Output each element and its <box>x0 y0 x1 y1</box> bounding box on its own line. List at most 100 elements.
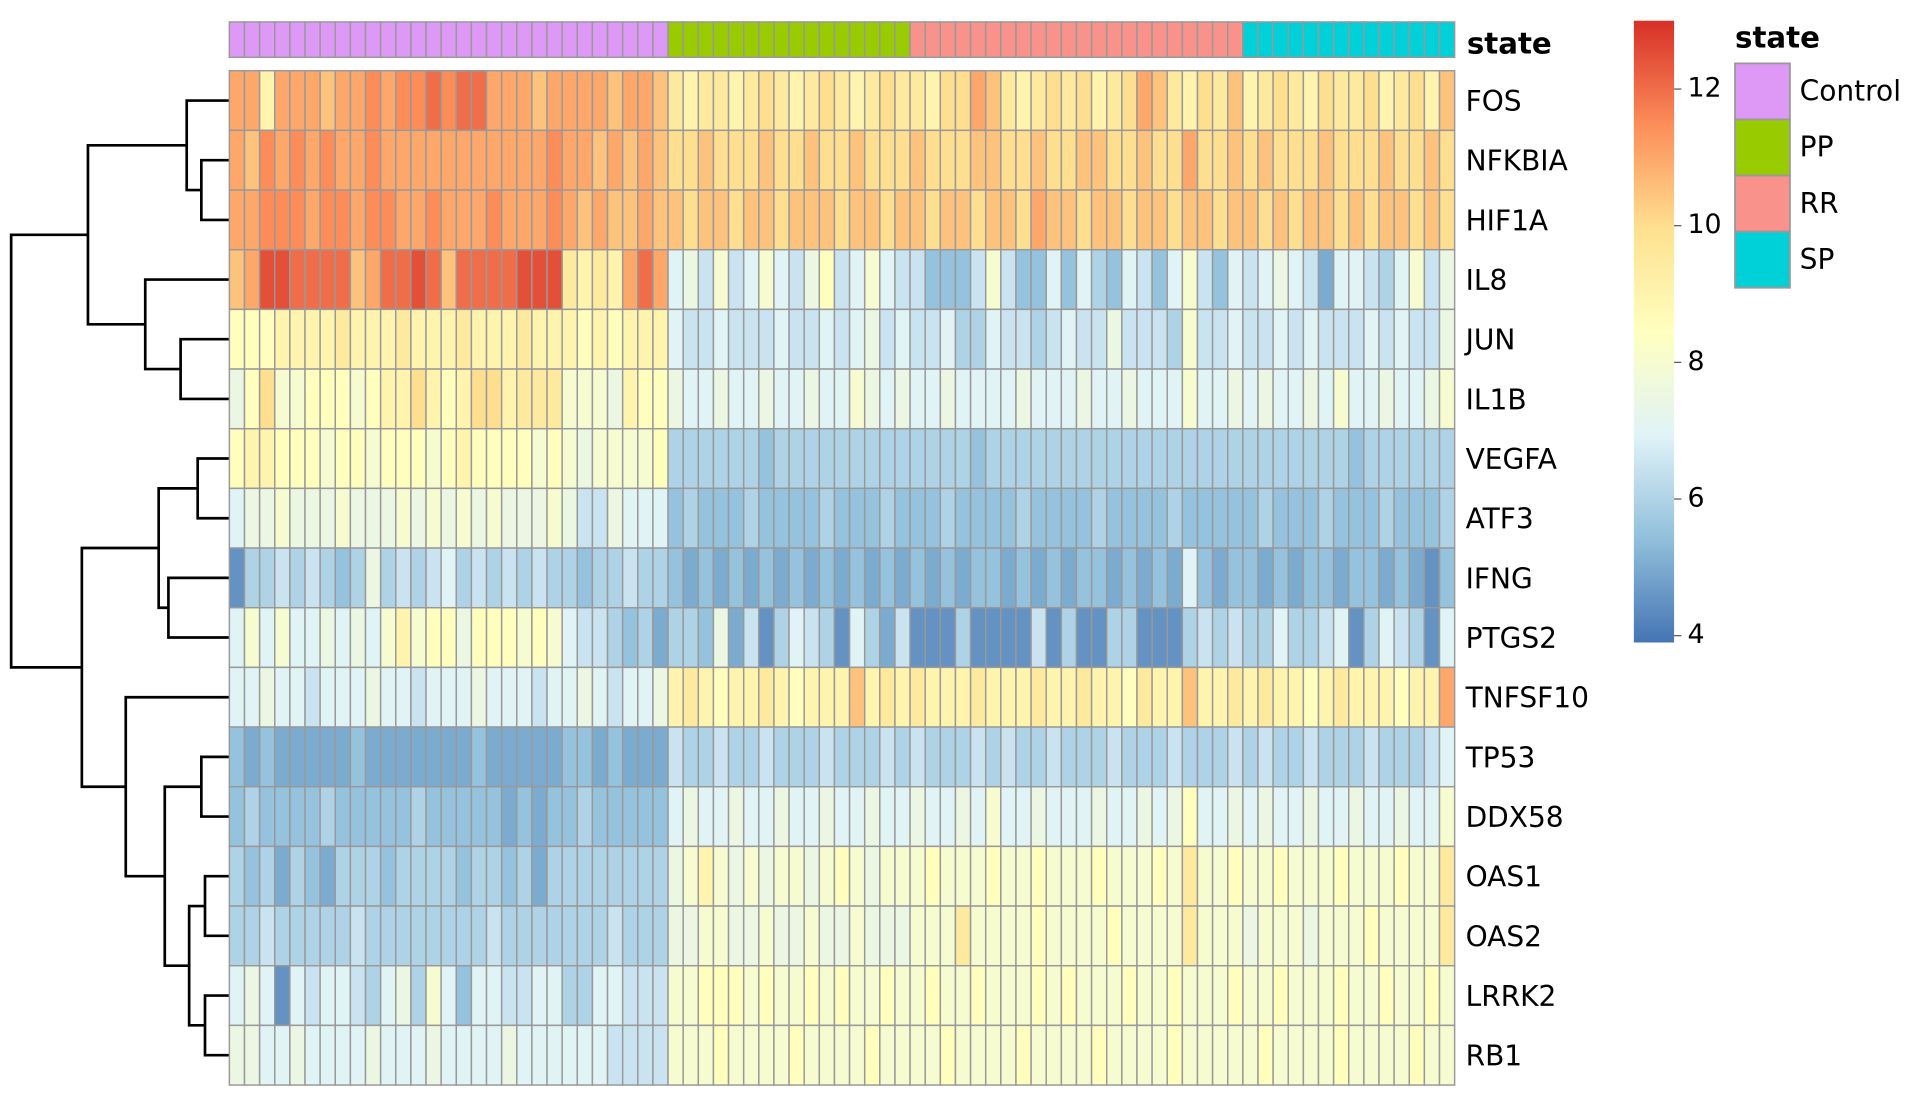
heat-cell <box>274 845 291 907</box>
heat-cell <box>1211 547 1229 609</box>
heat-cell <box>1030 845 1047 907</box>
heat-cell <box>1015 427 1032 490</box>
heat-cell <box>1045 964 1063 1027</box>
heat-cell <box>788 606 805 669</box>
heat-cell <box>788 785 805 848</box>
heat-cell <box>1196 1024 1214 1086</box>
heat-cell <box>984 69 1002 132</box>
heat-cell <box>1257 726 1274 788</box>
heat-cell <box>984 606 1002 669</box>
state-cell <box>969 21 987 59</box>
heat-cell <box>1348 427 1365 490</box>
state-cell <box>485 21 503 59</box>
heat-cell <box>258 905 276 967</box>
heat-cell <box>546 666 563 728</box>
heat-cell <box>516 726 533 788</box>
heat-cell <box>334 726 352 788</box>
heat-cell <box>1015 248 1032 311</box>
heat-cell <box>1030 427 1047 490</box>
heat-cell <box>500 368 518 430</box>
heat-cell <box>410 69 427 132</box>
heat-cell <box>939 547 957 609</box>
legend-label: SP <box>1800 243 1835 276</box>
heat-cell <box>576 189 594 251</box>
heat-cell <box>848 726 866 788</box>
heat-cell <box>1075 964 1093 1027</box>
heat-cell <box>1227 785 1244 848</box>
heat-cell <box>909 69 926 132</box>
heat-cell <box>969 845 987 907</box>
heat-cell <box>470 1024 488 1086</box>
heat-cell <box>1136 308 1153 370</box>
heat-cell <box>697 785 715 848</box>
heat-cell <box>304 487 321 549</box>
heat-cell <box>379 1024 397 1086</box>
heat-cell <box>924 726 942 788</box>
heat-cell <box>1438 487 1456 549</box>
heat-cell <box>1378 189 1395 251</box>
heat-cell <box>894 547 911 609</box>
heat-cell <box>440 964 458 1027</box>
legend-label: Control <box>1800 75 1901 108</box>
heat-cell <box>667 69 684 132</box>
heat-cell <box>1272 308 1289 370</box>
heat-cell <box>546 368 563 430</box>
heat-cell <box>1302 606 1320 669</box>
heat-cell <box>682 845 700 907</box>
heat-cell <box>682 1024 700 1086</box>
heat-cell <box>848 785 866 848</box>
state-cell <box>758 21 775 59</box>
heat-cell <box>1000 964 1017 1027</box>
heat-cell <box>758 189 775 251</box>
state-cell <box>1000 21 1017 59</box>
heat-cell <box>758 905 775 967</box>
heat-cell <box>848 487 866 549</box>
state-cell <box>1045 21 1063 59</box>
heat-cell <box>410 666 427 728</box>
heat-cell <box>803 666 821 728</box>
heat-cell <box>682 606 700 669</box>
heat-cell <box>1030 606 1047 669</box>
heat-cell <box>425 785 442 848</box>
row-label: OAS1 <box>1466 861 1542 894</box>
heat-cell <box>909 368 926 430</box>
heat-cell <box>304 726 321 788</box>
heat-cell <box>1030 248 1047 311</box>
heat-cell <box>1045 69 1063 132</box>
state-cell <box>364 21 382 59</box>
heat-cell <box>1181 666 1199 728</box>
heat-cell <box>1423 189 1441 251</box>
heat-cell <box>863 129 881 191</box>
heat-cell <box>606 785 624 848</box>
heat-cell <box>561 1024 579 1086</box>
heat-cell <box>984 1024 1002 1086</box>
heat-cell <box>894 964 911 1027</box>
heat-cell <box>410 547 427 609</box>
heat-cell <box>727 666 745 728</box>
heat-cell <box>1302 964 1320 1027</box>
heat-cell <box>1030 69 1047 132</box>
heat-cell <box>667 785 684 848</box>
heat-cell <box>848 1024 866 1086</box>
heat-cell <box>833 547 851 609</box>
heat-cell <box>1302 905 1320 967</box>
heat-cell <box>1211 964 1229 1027</box>
heat-cell <box>395 308 412 370</box>
state-cell <box>470 21 488 59</box>
heat-cell <box>742 726 760 788</box>
heat-cell <box>1045 905 1063 967</box>
heat-cell <box>1302 248 1320 311</box>
heat-cell <box>954 69 972 132</box>
state-cell <box>879 21 896 59</box>
heat-cell <box>1317 308 1335 370</box>
heat-cell <box>500 964 518 1027</box>
heat-cell <box>561 248 579 311</box>
heat-cell <box>425 69 442 132</box>
heat-cell <box>803 189 821 251</box>
heat-cell <box>939 845 957 907</box>
heat-cell <box>848 547 866 609</box>
heat-cell <box>969 69 987 132</box>
heat-cell <box>1196 248 1214 311</box>
heat-cell <box>334 1024 352 1086</box>
state-cell <box>576 21 594 59</box>
